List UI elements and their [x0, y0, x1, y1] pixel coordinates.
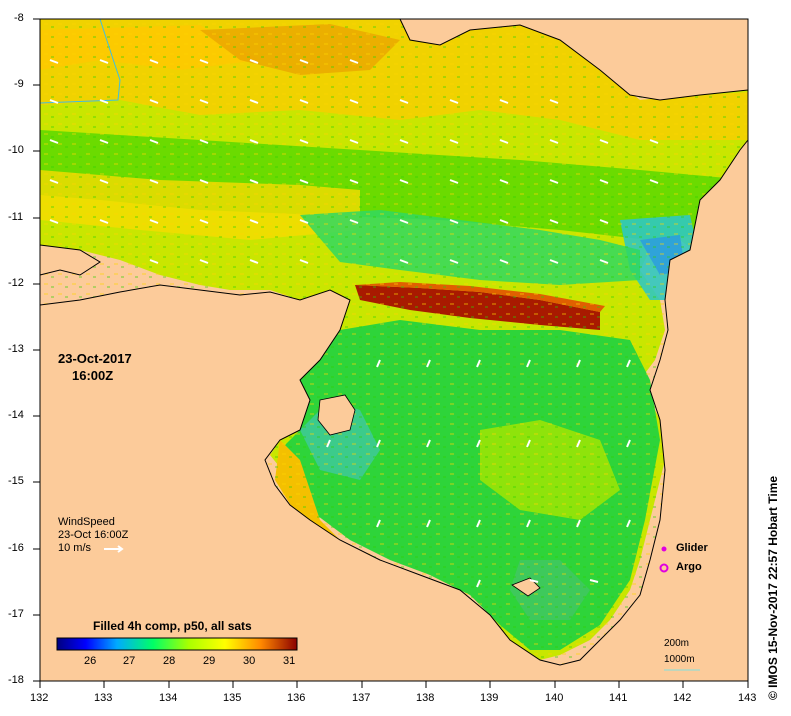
lon-tick: 134: [159, 692, 178, 704]
colorbar-tick: 28: [163, 655, 176, 667]
lat-tick: -10: [8, 144, 24, 156]
lon-tick: 142: [673, 692, 692, 704]
land-cape-york: [690, 140, 748, 250]
depth-200m-label: 200m: [664, 638, 690, 649]
lat-tick: -17: [8, 608, 24, 620]
lon-tick: 132: [30, 692, 49, 704]
lon-tick: 141: [609, 692, 628, 704]
lat-tick: -16: [8, 542, 24, 554]
lon-tick: 135: [223, 692, 242, 704]
colorbar-tick: 29: [203, 655, 216, 667]
map-date: 23-Oct-2017: [58, 351, 132, 366]
lat-tick: -15: [8, 475, 24, 487]
lat-tick: -11: [8, 211, 24, 223]
depth-1000m-label: 1000m: [664, 654, 695, 665]
imos-credit: © IMOS 15-Nov-2017 22:57 Hobart Time: [766, 475, 780, 700]
land-new-guinea: [400, 19, 748, 100]
wind-vectors: [49, 59, 659, 588]
lat-tick: -13: [8, 343, 24, 355]
argo-label: Argo: [676, 561, 702, 573]
lon-tick: 140: [545, 692, 564, 704]
colorbar-tick: 27: [123, 655, 136, 667]
wind-title: WindSpeed: [58, 516, 115, 528]
lat-tick: -9: [14, 78, 24, 90]
lat-tick: -18: [8, 674, 24, 686]
colorbar-title: Filled 4h comp, p50, all sats: [93, 619, 252, 633]
lon-tick: 143: [738, 692, 757, 704]
colorbar-tick: 31: [283, 655, 296, 667]
lon-tick: 136: [287, 692, 306, 704]
colorbar-tick: 26: [84, 655, 97, 667]
lon-tick: 139: [480, 692, 499, 704]
map-time: 16:00Z: [72, 368, 114, 383]
wind-reference-label: 10 m/s: [58, 542, 92, 554]
lat-tick: -14: [8, 409, 24, 421]
lon-tick: 138: [416, 692, 435, 704]
argo-marker: [659, 563, 669, 573]
glider-marker: [661, 546, 667, 552]
land-nt: [40, 240, 748, 681]
wind-time: 23-Oct 16:00Z: [58, 529, 129, 541]
wind-reference-arrow: [104, 545, 124, 553]
colorbar-tick: 30: [243, 655, 256, 667]
glider-label: Glider: [676, 542, 708, 554]
lon-tick: 137: [352, 692, 371, 704]
lat-tick: -8: [14, 12, 24, 24]
lon-tick: 133: [94, 692, 113, 704]
colorbar: [56, 637, 298, 651]
lat-tick: -12: [8, 277, 24, 289]
land-groote-eylandt: [317, 394, 356, 436]
